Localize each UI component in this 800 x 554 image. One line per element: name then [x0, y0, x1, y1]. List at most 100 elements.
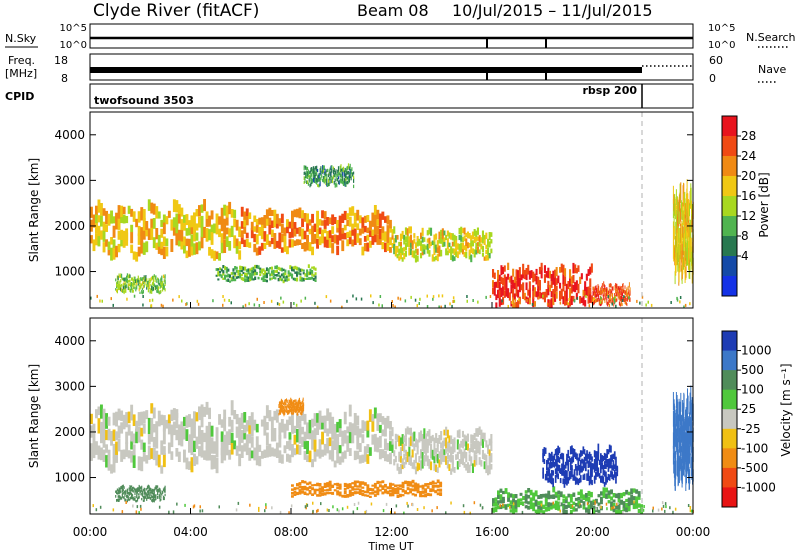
velocity-cell — [150, 497, 152, 501]
power-cell — [337, 169, 339, 174]
power-cell — [160, 241, 164, 249]
velocity-cell — [283, 427, 287, 439]
power-cell — [622, 287, 624, 293]
velocity-cell — [617, 503, 621, 510]
velocity-cell — [497, 490, 500, 495]
power-cell — [527, 264, 530, 275]
velocity-cell — [586, 450, 588, 459]
power-speckle — [352, 294, 354, 298]
power-cell — [481, 245, 484, 252]
power-cell — [512, 296, 515, 308]
power-cell — [435, 244, 438, 253]
power-speckle — [593, 297, 595, 301]
power-cell — [476, 236, 479, 241]
velocity-cell — [302, 397, 304, 402]
power-cell — [625, 292, 627, 297]
power-speckle — [419, 297, 421, 301]
velocity-cell — [613, 451, 616, 460]
velocity-cell — [183, 449, 186, 463]
power-cell — [320, 170, 322, 175]
velocity-cell — [161, 493, 163, 496]
power-cell — [608, 283, 610, 288]
velocity-cell — [524, 490, 528, 494]
velocity-cell — [107, 456, 111, 471]
velocity-cell — [429, 481, 433, 485]
velocity-cell — [301, 480, 304, 484]
velocity-cell — [291, 412, 293, 415]
power-cell — [549, 284, 552, 292]
power-cell — [413, 233, 416, 238]
power-cell — [291, 273, 294, 276]
power-cell — [345, 173, 347, 178]
velocity-cell — [557, 501, 561, 507]
velocity-cell — [684, 439, 685, 455]
power-cell — [188, 221, 191, 236]
velocity-cell — [409, 455, 412, 466]
power-speckle — [676, 298, 679, 302]
power-cell — [162, 246, 166, 259]
power-cell — [233, 209, 237, 218]
velocity-cell — [557, 464, 559, 472]
velocity-cell — [306, 455, 309, 462]
velocity-cell — [574, 476, 577, 485]
velocity-cell — [293, 425, 297, 434]
velocity-cell — [361, 481, 365, 485]
power-cell — [128, 279, 130, 283]
power-cell — [160, 284, 162, 288]
power-cell — [518, 283, 521, 293]
velocity-speckle — [235, 508, 238, 512]
velocity-cell — [287, 409, 289, 413]
power-cell — [265, 209, 269, 219]
velocity-cell — [396, 463, 399, 471]
velocity-cell — [129, 496, 131, 501]
power-cell — [150, 202, 154, 214]
velocity-cell — [157, 454, 161, 468]
power-cell — [124, 283, 126, 287]
velocity-cell — [235, 414, 239, 425]
velocity-cell — [313, 483, 317, 487]
power-cell — [245, 238, 249, 248]
x-tick-label: 20:00 — [575, 525, 610, 539]
power-cell — [243, 223, 247, 234]
velocity-cell — [562, 458, 565, 468]
power-cell — [594, 290, 596, 296]
velocity-cell — [576, 453, 578, 461]
velocity-cell — [608, 444, 611, 453]
power-cell — [112, 225, 116, 238]
power-cell — [233, 218, 237, 228]
velocity-colorbar-tick-label: -1000 — [741, 480, 776, 494]
power-cell — [305, 165, 307, 170]
power-cell — [683, 210, 684, 225]
power-cell — [493, 282, 496, 288]
velocity-cell — [273, 448, 277, 457]
power-cell — [304, 165, 306, 169]
power-cell — [175, 213, 179, 227]
power-cell — [190, 223, 194, 235]
power-cell — [492, 280, 495, 288]
velocity-speckle — [95, 508, 98, 512]
power-cell — [596, 290, 598, 296]
power-cell — [361, 246, 365, 256]
power-cell — [625, 301, 627, 305]
velocity-cell — [328, 437, 332, 447]
velocity-cell — [258, 444, 262, 452]
power-cell — [326, 217, 330, 226]
velocity-band-5 — [291, 479, 443, 498]
velocity-cell — [298, 489, 302, 493]
velocity-speckle — [258, 506, 260, 510]
velocity-cell — [527, 505, 531, 510]
velocity-cell — [293, 403, 295, 407]
velocity-cell — [298, 415, 302, 424]
power-cell — [608, 288, 610, 294]
velocity-cell — [494, 497, 498, 502]
velocity-speckle — [132, 504, 134, 508]
velocity-cell — [577, 478, 580, 486]
velocity-cell — [678, 435, 680, 453]
power-cell — [346, 219, 350, 227]
velocity-cell — [283, 445, 287, 454]
velocity-cell — [517, 498, 520, 504]
velocity-cell — [494, 506, 498, 513]
power-cell — [283, 241, 287, 252]
velocity-cell — [588, 458, 591, 468]
nsky-label: N.Sky — [5, 32, 37, 45]
